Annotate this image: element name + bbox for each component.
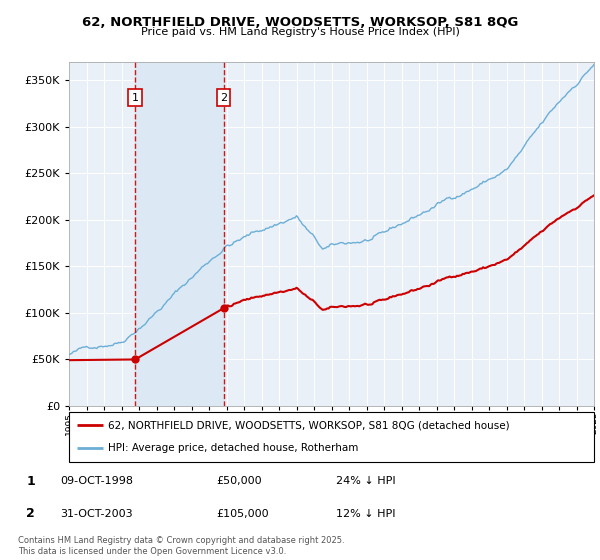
Text: £105,000: £105,000	[216, 508, 269, 519]
Text: 31-OCT-2003: 31-OCT-2003	[60, 508, 133, 519]
Text: 2: 2	[220, 93, 227, 103]
Text: 1: 1	[26, 474, 35, 488]
Text: £50,000: £50,000	[216, 476, 262, 486]
Text: 24% ↓ HPI: 24% ↓ HPI	[336, 476, 395, 486]
Text: Price paid vs. HM Land Registry's House Price Index (HPI): Price paid vs. HM Land Registry's House …	[140, 27, 460, 37]
Text: HPI: Average price, detached house, Rotherham: HPI: Average price, detached house, Roth…	[109, 444, 359, 454]
FancyBboxPatch shape	[69, 412, 594, 462]
Text: 1: 1	[131, 93, 139, 103]
Text: 2: 2	[26, 507, 35, 520]
Text: 62, NORTHFIELD DRIVE, WOODSETTS, WORKSOP, S81 8QG (detached house): 62, NORTHFIELD DRIVE, WOODSETTS, WORKSOP…	[109, 420, 510, 430]
Text: 12% ↓ HPI: 12% ↓ HPI	[336, 508, 395, 519]
Bar	[135, 62, 224, 406]
Text: Contains HM Land Registry data © Crown copyright and database right 2025.
This d: Contains HM Land Registry data © Crown c…	[18, 536, 344, 556]
Text: 09-OCT-1998: 09-OCT-1998	[60, 476, 133, 486]
Text: 62, NORTHFIELD DRIVE, WOODSETTS, WORKSOP, S81 8QG: 62, NORTHFIELD DRIVE, WOODSETTS, WORKSOP…	[82, 16, 518, 29]
